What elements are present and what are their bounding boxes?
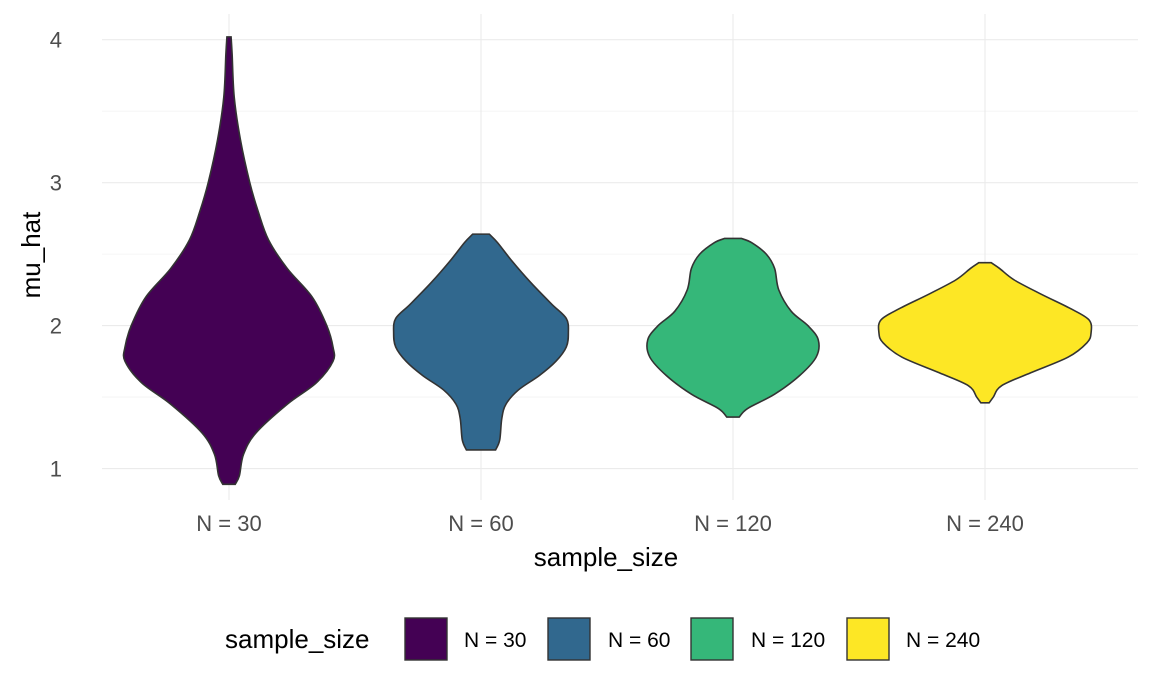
x-axis-ticks: N = 30 N = 60 N = 120 N = 240	[196, 511, 1024, 536]
x-tick-label: N = 60	[448, 511, 513, 536]
x-tick-label: N = 240	[946, 511, 1024, 536]
legend-key	[547, 617, 591, 661]
legend-key	[846, 617, 890, 661]
violin-240	[877, 261, 1093, 404]
y-tick-label: 3	[50, 171, 62, 196]
y-tick-label: 1	[50, 457, 62, 482]
legend-items: N = 30 N = 60 N = 120 N = 240	[404, 617, 980, 661]
violin-60	[392, 233, 570, 451]
legend-title: sample_size	[225, 624, 370, 654]
y-axis-title: mu_hat	[16, 211, 46, 298]
legend: sample_size N = 30 N = 60 N = 120 N = 240	[225, 617, 980, 661]
x-tick-label: N = 120	[694, 511, 772, 536]
x-axis-title: sample_size	[534, 542, 679, 572]
violin-30	[122, 36, 336, 486]
x-tick-label: N = 30	[196, 511, 261, 536]
legend-label: N = 60	[608, 629, 670, 652]
legend-label: N = 120	[751, 629, 825, 652]
legend-label: N = 30	[464, 629, 526, 652]
y-tick-label: 4	[50, 28, 62, 53]
violin-120	[646, 237, 820, 418]
legend-label: N = 240	[906, 629, 980, 652]
y-tick-label: 2	[50, 314, 62, 339]
y-axis-ticks: 1 2 3 4	[50, 28, 62, 482]
violin-series	[122, 36, 1093, 486]
legend-key	[690, 617, 734, 661]
legend-key	[404, 617, 448, 661]
